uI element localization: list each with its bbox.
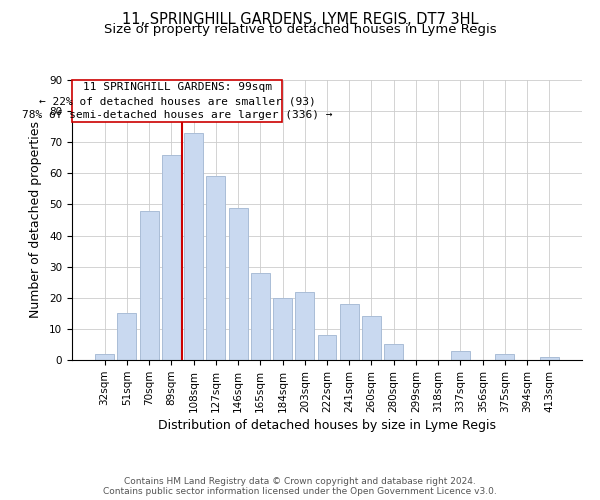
Bar <box>496 354 514 360</box>
Bar <box>340 304 359 360</box>
Bar <box>118 314 136 360</box>
Bar <box>184 133 203 360</box>
Bar <box>540 357 559 360</box>
Text: Contains public sector information licensed under the Open Government Licence v3: Contains public sector information licen… <box>103 486 497 496</box>
Y-axis label: Number of detached properties: Number of detached properties <box>29 122 42 318</box>
Bar <box>206 176 225 360</box>
Bar <box>251 273 270 360</box>
X-axis label: Distribution of detached houses by size in Lyme Regis: Distribution of detached houses by size … <box>158 419 496 432</box>
Bar <box>451 350 470 360</box>
Text: 11, SPRINGHILL GARDENS, LYME REGIS, DT7 3HL: 11, SPRINGHILL GARDENS, LYME REGIS, DT7 … <box>122 12 478 28</box>
Bar <box>384 344 403 360</box>
Bar <box>295 292 314 360</box>
Bar <box>317 335 337 360</box>
Bar <box>95 354 114 360</box>
Bar <box>273 298 292 360</box>
Bar <box>140 210 158 360</box>
Bar <box>362 316 381 360</box>
Bar <box>162 154 181 360</box>
Text: Contains HM Land Registry data © Crown copyright and database right 2024.: Contains HM Land Registry data © Crown c… <box>124 476 476 486</box>
Bar <box>229 208 248 360</box>
Text: 11 SPRINGHILL GARDENS: 99sqm
← 22% of detached houses are smaller (93)
78% of se: 11 SPRINGHILL GARDENS: 99sqm ← 22% of de… <box>22 82 332 120</box>
Text: Size of property relative to detached houses in Lyme Regis: Size of property relative to detached ho… <box>104 22 496 36</box>
